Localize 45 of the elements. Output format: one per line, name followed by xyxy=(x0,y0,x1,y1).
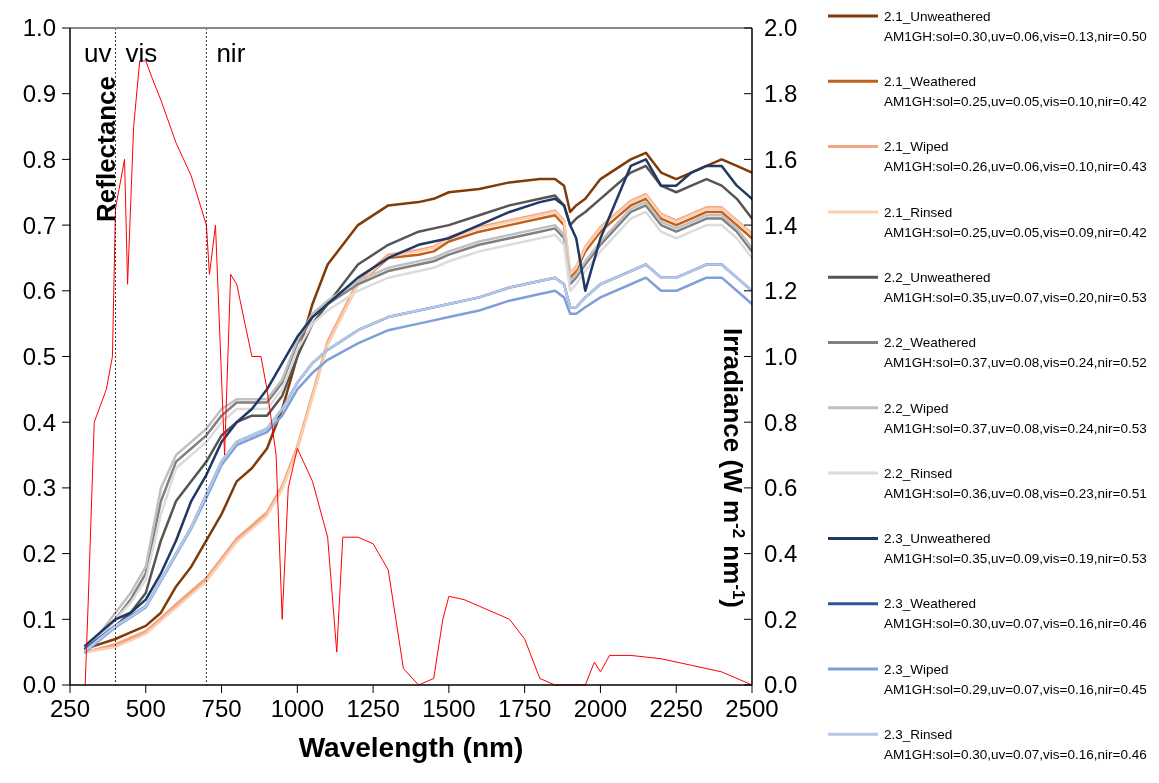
x-tick-label: 2250 xyxy=(649,695,703,722)
y2-tick-label: 0.2 xyxy=(764,605,798,633)
y-tick-label: 0.4 xyxy=(22,408,56,436)
legend-label: 2.1_Rinsed AM1GH:sol=0.25,uv=0.05,vis=0.09,nir=0.42 xyxy=(884,204,1147,240)
y-tick-label: 0.9 xyxy=(22,80,56,108)
x-tick-label: 1750 xyxy=(497,695,552,722)
x-tick-label: 1000 xyxy=(270,695,325,722)
annotation: vis xyxy=(125,38,158,68)
legend-label: 2.2_Weathered AM1GH:sol=0.37,uv=0.08,vis=0.24,nir=0.52 xyxy=(884,335,1147,371)
legend-label: 2.1_Weathered AM1GH:sol=0.25,uv=0.05,vis=0.10,nir=0.42 xyxy=(884,74,1147,110)
legend-label: 2.3_Weathered AM1GH:sol=0.30,uv=0.07,vis=0.16,nir=0.46 xyxy=(884,596,1147,632)
x-tick-label: 1500 xyxy=(422,695,476,722)
y2-tick-label: 1.4 xyxy=(764,211,798,239)
y2-tick-label: 1.0 xyxy=(764,342,798,370)
y-tick-label: 0.2 xyxy=(22,540,56,567)
legend-label: 2.3_Rinsed AM1GH:sol=0.30,uv=0.07,vis=0.16,nir=0.46 xyxy=(884,727,1147,763)
y2-tick-label: 2.0 xyxy=(764,14,798,42)
y-tick-label: 0.6 xyxy=(22,277,56,305)
y-tick-label: 0.8 xyxy=(22,145,56,173)
y2-tick-label: 0.4 xyxy=(764,540,798,567)
legend-label: 2.2_Rinsed AM1GH:sol=0.36,uv=0.08,vis=0.23,nir=0.51 xyxy=(884,465,1147,501)
legend-label: 2.3_Unweathered AM1GH:sol=0.35,uv=0.09,vis=0.19,nir=0.53 xyxy=(884,531,1147,567)
legend-label: 2.3_Wiped AM1GH:sol=0.29,uv=0.07,vis=0.16,nir=0.45 xyxy=(884,661,1147,697)
y2-tick-label: 1.2 xyxy=(764,277,798,305)
x-tick-label: 2000 xyxy=(573,695,628,722)
y2-tick-label: 1.6 xyxy=(764,145,798,173)
y2-tick-label: 0.8 xyxy=(764,408,798,436)
y2-tick-label: 0.6 xyxy=(764,474,798,502)
y2-tick-label: 1.8 xyxy=(764,80,798,108)
annotation: nir xyxy=(216,38,246,68)
legend-label: 2.2_Unweathered AM1GH:sol=0.35,uv=0.07,vis=0.20,nir=0.53 xyxy=(884,269,1147,305)
x-tick-label: 750 xyxy=(201,695,242,722)
y-tick-label: 0.7 xyxy=(22,211,56,239)
y-tick-label: 0.1 xyxy=(22,605,56,633)
x-tick-label: 500 xyxy=(125,695,166,722)
x-axis-title: Wavelength (nm) xyxy=(298,732,524,763)
y-tick-label: 1.0 xyxy=(22,14,56,42)
x-tick-label: 1250 xyxy=(346,695,400,722)
y-axis-title: Reflectance xyxy=(91,76,121,222)
legend-label: 2.2_Wiped AM1GH:sol=0.37,uv=0.08,vis=0.24,nir=0.53 xyxy=(884,400,1147,436)
annotation: uv xyxy=(84,38,112,68)
y-tick-label: 0.3 xyxy=(22,474,56,502)
y-tick-label: 0.5 xyxy=(22,342,56,370)
legend-label: 2.1_Wiped AM1GH:sol=0.26,uv=0.06,vis=0.10,nir=0.43 xyxy=(884,139,1147,175)
legend-label: 2.1_Unweathered AM1GH:sol=0.30,uv=0.06,vis=0.13,nir=0.50 xyxy=(884,8,1147,44)
